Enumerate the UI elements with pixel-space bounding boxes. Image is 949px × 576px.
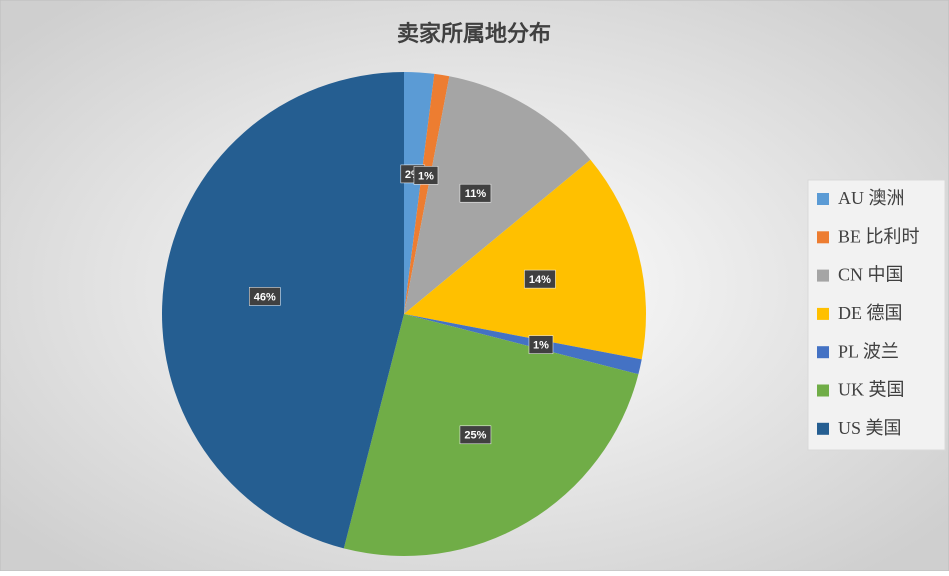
pie-slice — [404, 76, 591, 314]
legend-label: DE 德国 — [838, 303, 903, 323]
legend-label: UK 英国 — [838, 380, 905, 400]
data-label-box — [459, 183, 492, 203]
pie-slice — [404, 314, 642, 375]
data-label-box — [524, 269, 556, 289]
data-label-box — [413, 166, 439, 185]
pie-slice — [404, 159, 646, 360]
chart-title: 卖家所属地分布 — [397, 21, 551, 46]
legend-swatch — [817, 422, 829, 435]
legend-box — [807, 179, 946, 451]
legend-swatch — [817, 231, 829, 244]
legend-label: PL 波兰 — [838, 341, 899, 361]
legend-label: CN 中国 — [838, 265, 904, 285]
data-label: 1% — [418, 170, 434, 182]
data-label-box — [459, 425, 492, 445]
data-label-box — [528, 335, 554, 354]
data-label: 11% — [465, 188, 487, 200]
pie-slice — [404, 72, 435, 314]
legend-swatch — [817, 269, 829, 282]
pie-slice — [404, 73, 450, 315]
legend-swatch — [817, 307, 829, 320]
legend-label: BE 比利时 — [838, 226, 920, 246]
legend-swatch — [817, 193, 829, 205]
legend-swatch — [817, 346, 829, 359]
legend-swatch — [817, 384, 829, 397]
data-label: 25% — [464, 430, 486, 442]
pie-slice — [162, 72, 404, 549]
data-label-box — [248, 287, 281, 306]
legend-label: US 美国 — [838, 418, 902, 438]
data-label: 14% — [529, 274, 551, 286]
legend-label: AU 澳洲 — [838, 188, 905, 208]
data-label: 46% — [254, 291, 276, 303]
data-label: 1% — [533, 340, 549, 352]
